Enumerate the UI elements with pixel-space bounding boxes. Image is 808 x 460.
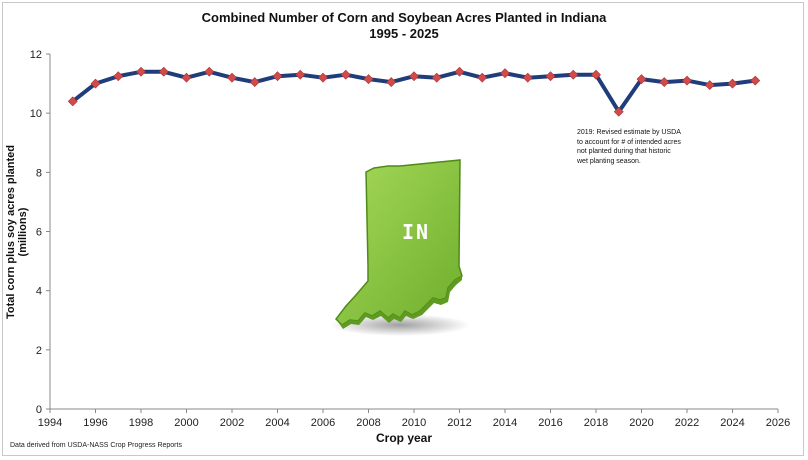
data-point: [613, 106, 624, 117]
x-tick-label: 2016: [538, 417, 562, 429]
data-point: [340, 69, 351, 80]
map-shadow: [330, 314, 470, 336]
chart-title: Combined Number of Corn and Soybean Acre…: [0, 10, 808, 42]
y-tick-label: 8: [36, 167, 42, 179]
x-tick-label: 2014: [493, 417, 517, 429]
chart-subtitle: 1995 - 2025: [369, 26, 439, 41]
data-point: [249, 77, 260, 88]
data-point: [181, 72, 192, 83]
x-tick-label: 2008: [356, 417, 380, 429]
map-state-label: IN: [402, 220, 430, 244]
data-point: [500, 68, 510, 79]
x-tick-label: 2012: [447, 417, 471, 429]
y-tick-label: 0: [36, 404, 42, 416]
indiana-shape-edge: [336, 276, 462, 329]
data-point: [204, 66, 215, 77]
data-point: [272, 71, 283, 82]
data-point: [545, 71, 556, 82]
data-point: [386, 77, 397, 88]
data-point: [295, 69, 306, 80]
data-point: [90, 78, 101, 89]
data-point: [727, 78, 738, 89]
y-tick-label: 2: [36, 345, 42, 357]
y-tick-label: 6: [36, 227, 42, 239]
y-tick-label: 4: [36, 286, 42, 298]
x-tick-label: 2024: [720, 417, 744, 429]
x-tick-label: 2006: [311, 417, 335, 429]
x-tick-label: 2002: [220, 417, 244, 429]
x-ticks: 1994 1996 1998 2000 2002 2004 2006 2008 2010 2012…: [38, 409, 790, 429]
data-point: [522, 72, 533, 83]
data-point: [318, 72, 328, 83]
x-tick-label: 2020: [629, 417, 653, 429]
data-point: [409, 71, 419, 82]
data-point: [477, 72, 488, 83]
x-tick-label: 1996: [83, 417, 107, 429]
x-axis-label: Crop year: [375, 431, 433, 445]
indiana-map-icon: IN: [330, 159, 470, 336]
data-point: [158, 66, 169, 77]
data-point: [454, 66, 465, 77]
x-tick-label: 1994: [38, 417, 62, 429]
source-note: Data derived from USDA-NASS Crop Progres…: [10, 442, 182, 449]
x-tick-label: 2026: [766, 417, 790, 429]
annotation-2019: 2019: Revised estimate by USDA to accoun…: [577, 129, 681, 165]
data-point: [682, 75, 692, 86]
data-point: [750, 75, 761, 86]
y-tick-label: 12: [30, 49, 42, 61]
data-point: [568, 69, 579, 80]
data-point: [431, 72, 442, 83]
data-point: [67, 96, 78, 107]
data-point: [136, 66, 146, 77]
x-tick-label: 2018: [584, 417, 608, 429]
x-tick-label: 2010: [402, 417, 426, 429]
chart-title-main: Combined Number of Corn and Soybean Acre…: [201, 10, 607, 25]
x-tick-label: 2004: [265, 417, 289, 429]
data-point: [591, 69, 601, 80]
y-ticks: 0 2 4 6 8 10 12: [30, 49, 50, 416]
data-point: [113, 71, 124, 82]
data-point: [659, 77, 670, 88]
data-point: [227, 72, 237, 83]
x-tick-label: 2022: [675, 417, 699, 429]
data-point: [363, 74, 374, 85]
series-1: [67, 66, 761, 117]
y-tick-label: 10: [30, 108, 42, 120]
data-point: [636, 74, 647, 85]
x-tick-label: 1998: [129, 417, 153, 429]
x-tick-label: 2000: [174, 417, 198, 429]
data-point: [704, 80, 715, 90]
